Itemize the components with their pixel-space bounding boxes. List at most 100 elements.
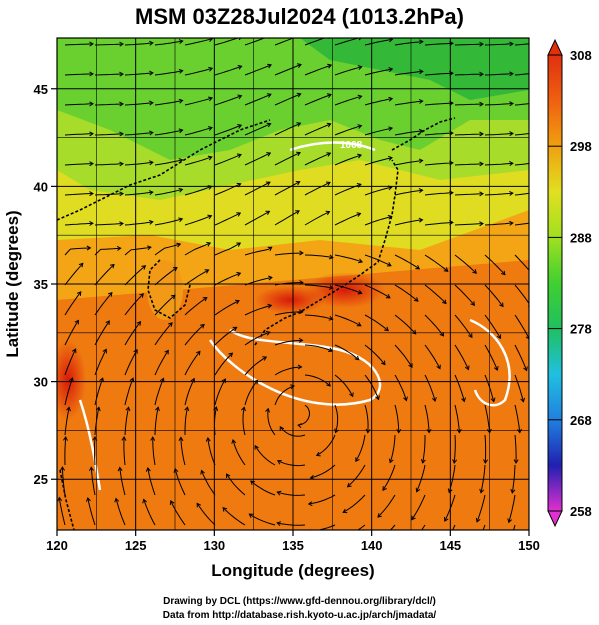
streamline-arrowhead [119,101,124,107]
streamline-arrowhead [355,457,360,462]
streamline [304,152,331,166]
streamline-arrowhead [328,285,334,290]
streamline [394,41,423,46]
streamline-arrowhead [262,356,268,361]
streamline [304,344,333,352]
streamline [389,434,396,463]
streamline-arrowhead [415,487,421,493]
streamline [304,64,332,76]
streamline-arrowhead [509,71,514,77]
streamline-arrowhead [325,181,331,186]
streamline-arrowhead [206,242,212,247]
streamline [124,378,134,406]
colorbar-tick-label: 308 [570,48,592,63]
streamline-arrowhead [114,497,120,503]
streamline-arrowhead [119,221,124,227]
colorbar-tick-label: 258 [570,504,592,519]
streamline [424,42,453,46]
streamline [422,435,426,463]
streamline [394,100,423,106]
streamline-arrowhead [509,220,514,226]
streamline [394,219,423,226]
streamline-arrowhead [267,303,273,309]
streamline [214,378,226,406]
streamline-arrowhead [119,191,124,197]
streamline [174,468,186,496]
streamline-arrowhead [133,348,138,354]
streamline-arrowhead [483,459,489,464]
streamline-arrowhead [207,155,213,161]
streamline-arrowhead [295,181,301,186]
streamline-arrowhead [388,96,394,102]
streamline-arrowhead [327,63,333,69]
streamline-arrowhead [377,513,382,518]
streamline [424,102,453,106]
streamline-arrowhead [71,348,77,354]
streamline-arrowhead [89,41,94,47]
streamline-arrowhead [178,217,184,223]
streamline [184,324,205,346]
streamline-arrowhead [464,365,470,371]
streamline-arrowhead [265,181,271,186]
streamline [308,494,336,505]
streamline [484,314,501,339]
streamline [90,467,96,496]
streamline-arrowhead [357,124,363,129]
streamline-arrowhead [178,158,184,163]
x-tick-label: 150 [518,538,540,553]
streamline-arrowhead [231,438,237,444]
streamline-arrowhead [411,515,416,521]
streamline [184,156,212,166]
y-tick-label: 35 [34,277,48,292]
streamline-arrowhead [119,131,124,137]
streamline [94,349,107,376]
streamline-arrowhead [444,516,449,522]
streamline [274,93,301,106]
streamline-arrowhead [509,131,514,137]
streamline [143,499,156,526]
streamline-arrowhead [207,214,213,220]
streamline [476,494,486,522]
streamline [334,404,339,433]
streamline [201,470,216,496]
streamline-arrowhead [509,41,514,47]
streamline-arrowhead [208,38,214,42]
streamline-arrowhead [418,158,424,164]
streamline [214,272,241,286]
streamline [424,314,444,337]
streamline [304,284,333,289]
streamline-arrowhead [436,364,441,370]
streamline-arrowhead [296,151,301,157]
credit-data: Data from http://database.rish.kyoto-u.a… [162,610,437,621]
streamline [124,132,153,136]
streamline-arrowhead [358,38,362,41]
streamline [94,292,113,316]
streamline [484,404,491,433]
x-tick-label: 125 [125,538,147,553]
streamline-arrowhead [315,451,321,457]
streamline-arrowhead [386,262,392,267]
streamline [154,40,183,46]
streamline-arrowhead [254,444,259,450]
streamline [124,246,151,256]
streamline [424,162,453,166]
streamline [214,95,242,106]
streamline [394,284,419,302]
y-tick-label: 25 [34,472,48,487]
streamline-arrowhead [297,423,302,428]
streamline [274,152,301,166]
streamline-arrowhead [520,397,526,403]
streamline [124,349,138,376]
streamline-arrowhead [334,428,340,434]
streamline [207,437,216,466]
streamline-arrowhead [418,69,424,75]
streamline-arrowhead [172,267,178,272]
x-tick-label: 135 [282,538,304,553]
streamline-arrowhead [89,161,94,167]
streamline-arrowhead [290,384,295,390]
streamline [244,152,271,166]
streamline-arrowhead [382,486,387,492]
colorbar-ticks: 258 268 278 288 298 308 [548,48,592,519]
streamline-arrowhead [328,254,334,260]
streamline-arrowhead [470,301,476,306]
